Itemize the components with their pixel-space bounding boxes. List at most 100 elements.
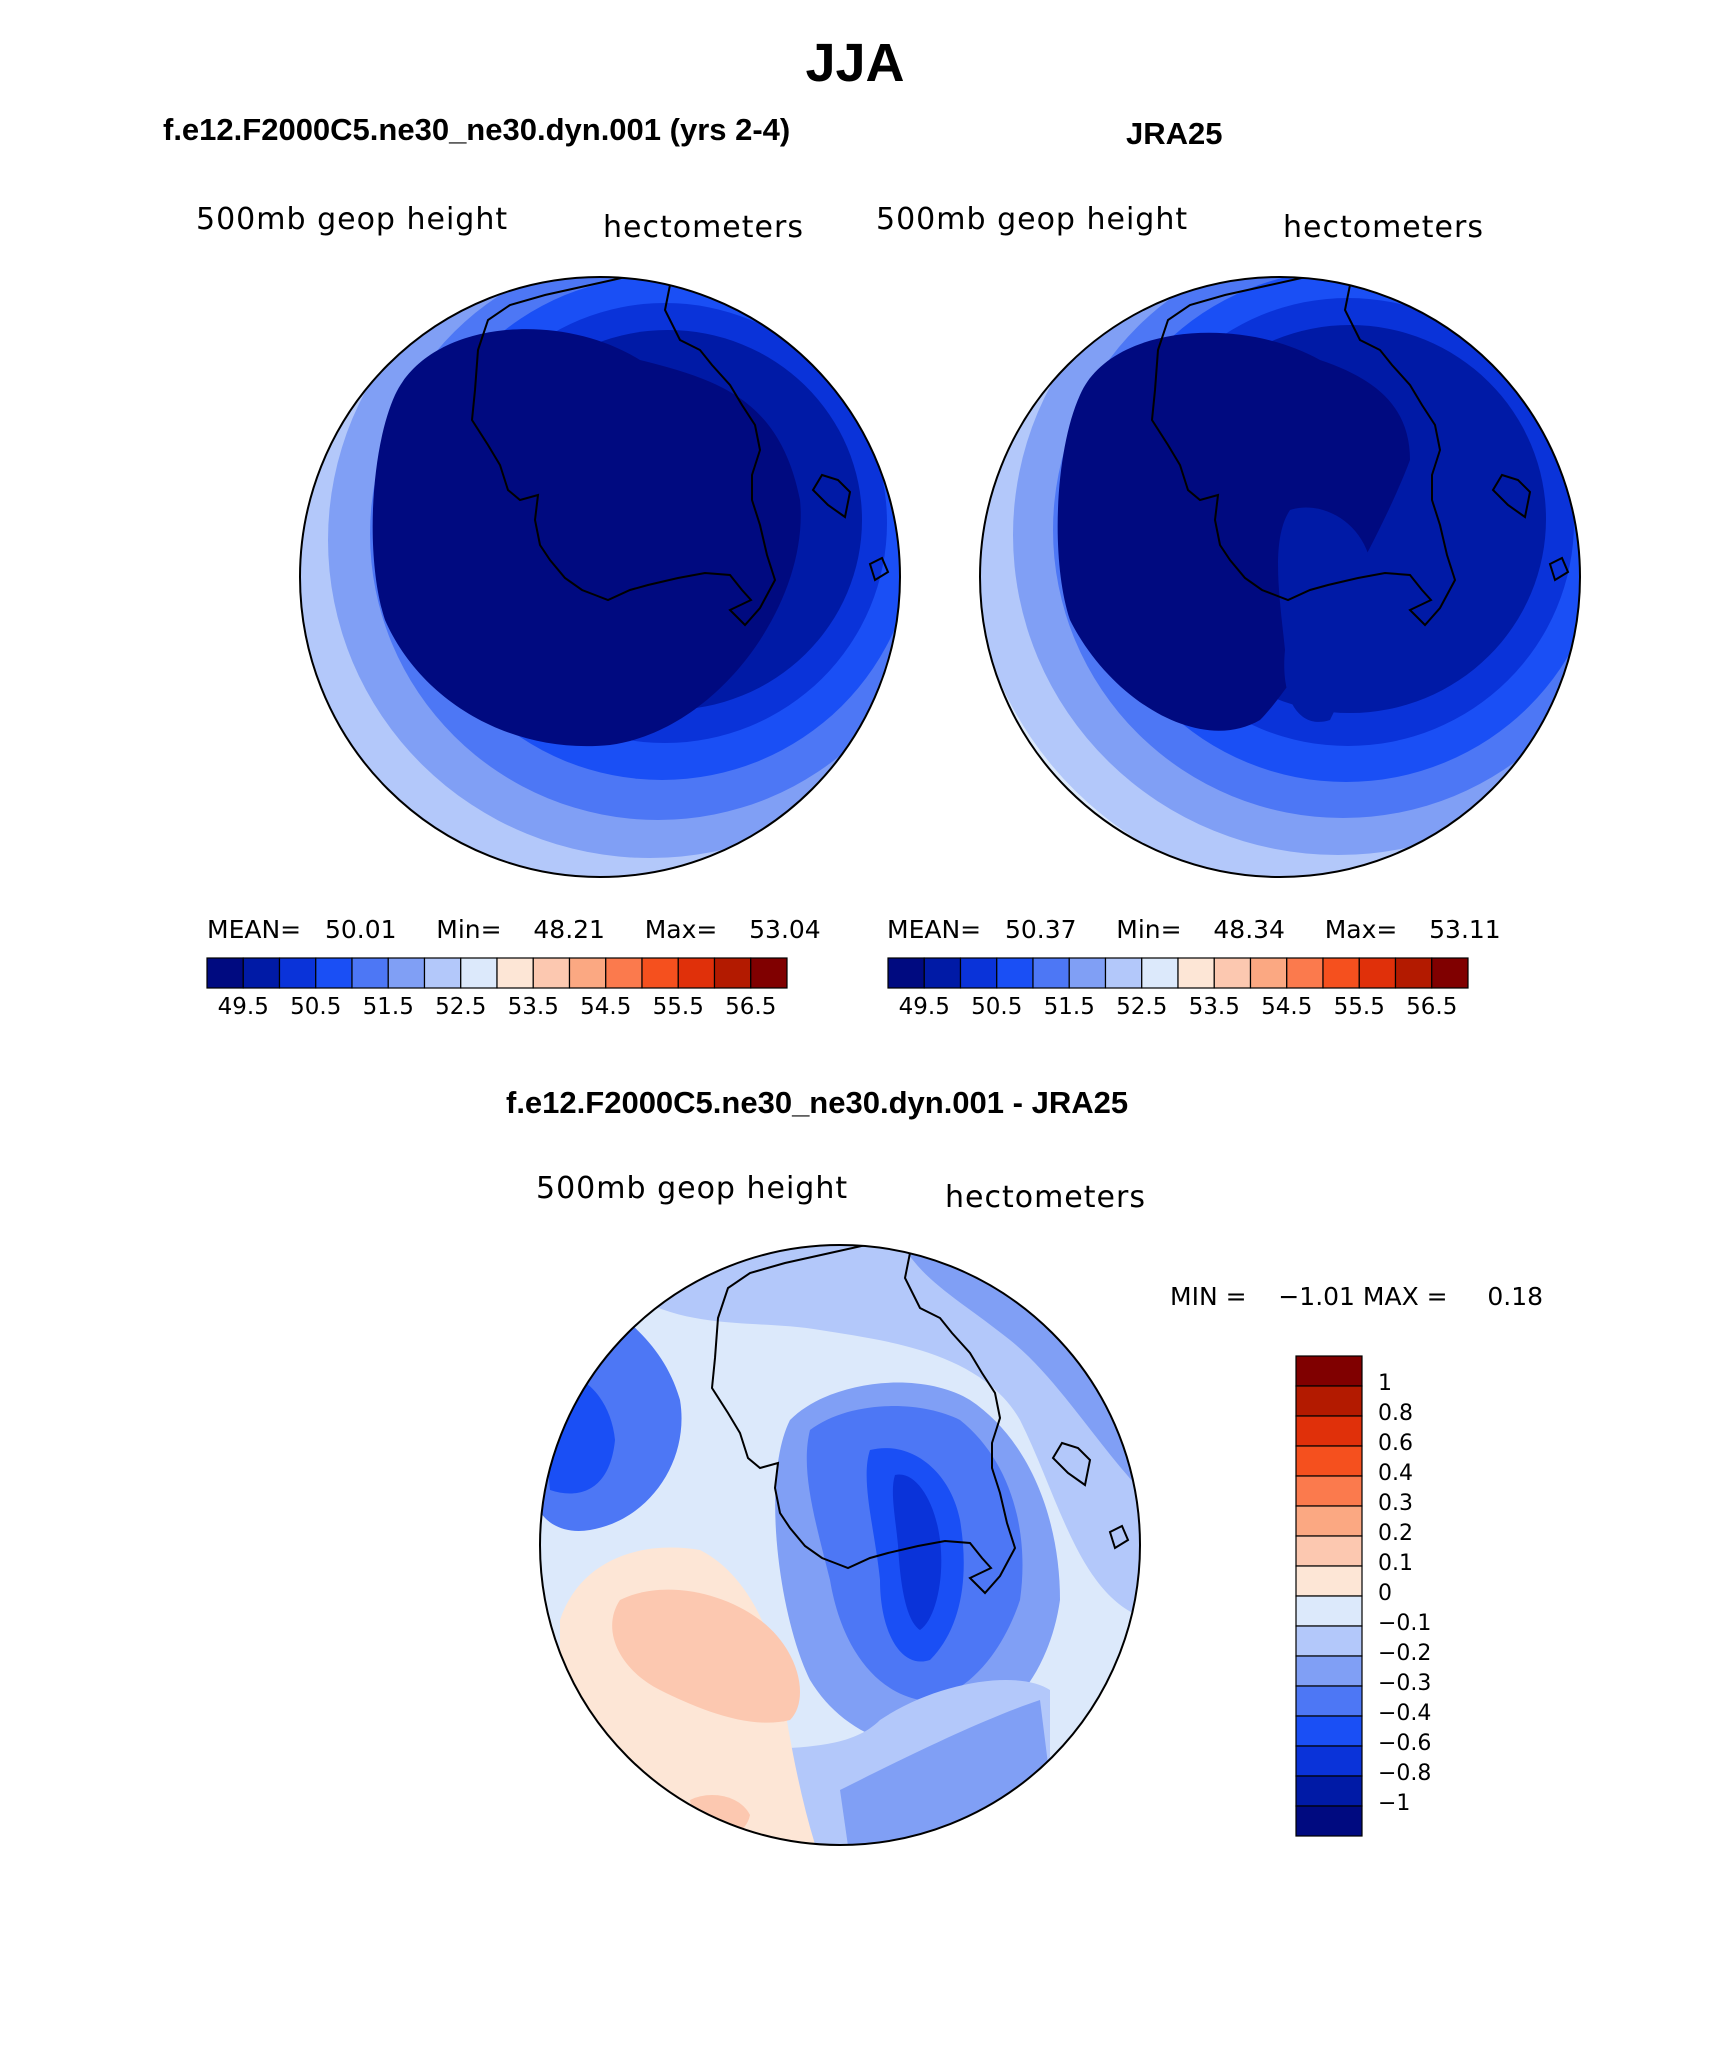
max-value: 0.18 [1487,1282,1544,1311]
colorbar-swatch [1295,1685,1363,1717]
colorbar-diff-tick-label: 0.8 [1378,1401,1413,1426]
mean-label: MEAN= [887,915,982,944]
colorbar-obs-tick-label: 50.5 [971,994,1023,1020]
colorbar-obs-tick-label: 55.5 [1333,994,1385,1020]
min-value: −1.01 [1278,1282,1355,1311]
colorbar-swatch [1295,1715,1363,1747]
colorbar-swatch [423,957,462,989]
colorbar-swatch [1141,957,1179,989]
contour-band [892,1474,942,1630]
colorbar-swatch [1104,957,1143,989]
colorbar-diff-tick-label: 0.6 [1378,1431,1413,1456]
colorbar-swatch [1249,957,1288,989]
colorbar-swatch [887,957,925,989]
colorbar-swatch [1295,1805,1363,1837]
max-label: Max= [644,915,718,944]
colorbar-diff-tick-label: 0.3 [1378,1491,1413,1516]
map-obs [979,276,1581,878]
colorbar-obs-tick-label: 54.5 [1261,994,1313,1020]
colorbar-obs-tick-label: 52.5 [1116,994,1168,1020]
colorbar-diff-tick-label: −0.1 [1378,1611,1432,1636]
colorbar-swatch [1295,1535,1363,1567]
min-label: Min= [436,915,502,944]
field-label-model: 500mb geop height [196,202,509,237]
colorbar-swatch [242,957,281,989]
field-label-diff: 500mb geop height [536,1171,849,1206]
colorbar-model-tick-label: 54.5 [580,994,632,1020]
mean-value: 50.37 [1004,915,1077,944]
colorbar-diff-tick-label: 0.2 [1378,1521,1413,1546]
colorbar-obs-tick-label: 56.5 [1406,994,1458,1020]
colorbar-obs-tick-label: 51.5 [1043,994,1095,1020]
colorbar-swatch [1068,957,1107,989]
colorbar-swatch [1213,957,1252,989]
colorbar-swatch [1295,1355,1363,1387]
colorbar-swatch [1295,1385,1363,1417]
colorbar-diff-tick-label: 0.4 [1378,1461,1413,1486]
colorbar-swatch [1358,957,1397,989]
max-value: 53.11 [1429,915,1501,944]
colorbar-swatch [959,957,998,989]
colorbar-swatch [1177,957,1215,989]
min-label: Min= [1116,915,1182,944]
max-label: Max= [1324,915,1398,944]
colorbar-obs-tick-label: 53.5 [1188,994,1240,1020]
colorbar-swatch [1295,1775,1363,1807]
colorbar-model-tick-label: 51.5 [362,994,414,1020]
colorbar-model-tick-label: 56.5 [725,994,777,1020]
colorbar-swatch [460,957,498,989]
colorbar-obs [887,957,1469,989]
colorbar-swatch [750,957,788,989]
colorbar-swatch [387,957,426,989]
max-label: MAX = [1362,1282,1448,1311]
colorbar-swatch [1322,957,1360,989]
colorbar-swatch [677,957,716,989]
colorbar-swatch [1286,957,1324,989]
colorbar-swatch [923,957,962,989]
colorbar-swatch [996,957,1034,989]
colorbar-swatch [1295,1475,1363,1507]
colorbar-swatch [568,957,607,989]
colorbar-model-tick-label: 53.5 [507,994,559,1020]
colorbar-swatch [1295,1565,1363,1597]
colorbar-swatch [1032,957,1070,989]
colorbar-swatch [1394,957,1433,989]
colorbar-swatch [1295,1745,1363,1777]
map-diff [539,1244,1141,1846]
colorbar-diff-tick-label: −0.6 [1378,1731,1432,1756]
panel-title-diff: f.e12.F2000C5.ne30_ne30.dyn.001 - JRA25 [506,1085,1129,1120]
colorbar-model-tick-label: 52.5 [435,994,487,1020]
mean-value: 50.01 [324,915,397,944]
figure-title: JJA [805,33,905,93]
colorbar-swatch [1295,1655,1363,1687]
colorbar-model [206,957,788,989]
min-label: MIN = [1170,1282,1247,1311]
units-label-model: hectometers [603,210,804,245]
colorbar-swatch [496,957,534,989]
contour-band [1020,1245,1140,1330]
colorbar-diff [1295,1355,1363,1837]
contour-band [1060,1245,1140,1300]
colorbar-model-tick-label: 50.5 [290,994,342,1020]
panel-title-obs: JRA25 [1126,116,1223,151]
colorbar-diff-tick-label: 0 [1378,1581,1392,1606]
colorbar-swatch [1295,1445,1363,1477]
colorbar-diff-tick-label: 1 [1378,1371,1392,1396]
colorbar-swatch [1295,1415,1363,1447]
colorbar-swatch [713,957,752,989]
stats-diff: MIN = −1.01 MAX = 0.18 [1170,1282,1543,1311]
colorbar-obs-tick-label: 49.5 [898,994,950,1020]
colorbar-swatch [1295,1505,1363,1537]
colorbar-swatch [351,957,389,989]
colorbar-swatch [1295,1595,1363,1627]
units-label-obs: hectometers [1283,210,1484,245]
contour-band [612,1589,800,1723]
min-value: 48.21 [533,915,605,944]
stats-obs: MEAN= 50.37 Min= 48.34 Max= 53.11 [887,915,1501,944]
field-label-obs: 500mb geop height [876,202,1189,237]
colorbar-model-tick-label: 49.5 [217,994,269,1020]
colorbar-swatch [532,957,571,989]
colorbar-diff-tick-label: −0.8 [1378,1761,1432,1786]
colorbar-diff-tick-label: −0.3 [1378,1671,1432,1696]
